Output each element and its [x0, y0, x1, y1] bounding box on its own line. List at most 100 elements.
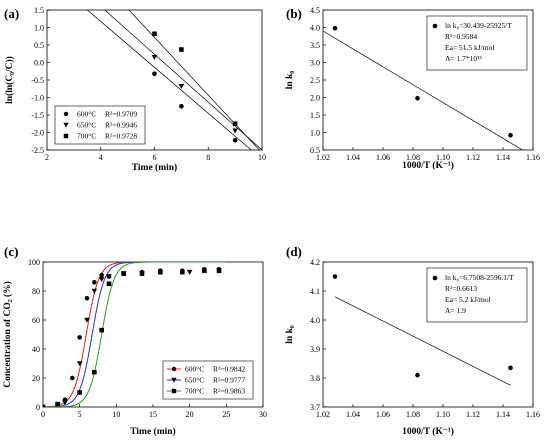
y-tick-label: 0.5: [34, 41, 44, 50]
data-point: [508, 365, 513, 371]
plot-area: [87, 10, 262, 150]
legend-marker: [63, 111, 69, 117]
legend-marker: [432, 23, 438, 29]
plot-area: [323, 25, 523, 150]
legend-entry: 700°C R²=0.9863: [167, 387, 245, 396]
legend-series-name: 650°C: [185, 376, 204, 385]
data-point: [151, 54, 158, 61]
y-tick-label: 2.5: [310, 76, 320, 85]
data-point: [415, 372, 420, 378]
x-tick-label: 1.12: [466, 410, 480, 419]
legend-line: A= 1.7*10¹³: [445, 54, 482, 63]
x-tick-label: 1.14: [496, 410, 510, 419]
data-point: [121, 271, 126, 276]
x-tick-label: 1.06: [376, 153, 390, 162]
data-point: [152, 31, 157, 37]
fit-line: [334, 296, 511, 386]
legend-entry: 700°C R²=0.9728: [63, 132, 137, 141]
legend-r2: R²=0.9777: [213, 376, 245, 385]
x-tick-label: 5: [78, 410, 82, 419]
legend-entry: 600°C R²=0.9842: [167, 365, 245, 374]
series-3: [43, 262, 227, 407]
y-tick-label: 1.0: [34, 23, 44, 32]
data-point: [232, 137, 238, 143]
data-point: [92, 280, 97, 285]
legend-entry: 650°C R²=0.9777: [167, 376, 245, 385]
data-point: [232, 128, 238, 134]
data-point: [62, 400, 68, 406]
x-tick-label: 1.16: [526, 410, 540, 419]
y-tick-label: 60: [32, 316, 40, 325]
x-tick-label: 1.02: [316, 153, 330, 162]
x-tick-label: 0: [41, 410, 45, 419]
legend: ln k₀=30.439-25925/T R²=0.9584 Ea= 51.5 kJ…: [426, 15, 528, 71]
series-1: [332, 274, 513, 386]
y-tick-label: 2.0: [310, 93, 320, 102]
x-tick-label: 6: [153, 153, 157, 162]
legend-r2: R²=0.9863: [213, 387, 245, 396]
data-point: [232, 121, 238, 127]
y-tick-label: 1.5: [34, 6, 44, 15]
data-point: [43, 404, 46, 407]
x-axis-title: 1000/T (K⁻¹): [402, 426, 454, 437]
x-tick-label: 1.10: [436, 410, 450, 419]
x-tick-label: 20: [186, 410, 194, 419]
data-point: [202, 268, 207, 273]
x-axis-title: Time (min): [132, 162, 177, 173]
data-point: [152, 71, 157, 76]
chart-panel-3: (c) 0 5 10 15 20 25 30 0 20 40 60 80 100 Time (min) Con…: [2, 244, 267, 437]
data-point: [98, 277, 105, 283]
legend-box: [426, 267, 528, 323]
y-tick-label: -0.5: [31, 76, 44, 85]
data-point: [106, 274, 112, 280]
data-point: [55, 401, 60, 407]
legend-line: ln k₀=30.439-25925/T: [445, 21, 512, 30]
legend-line: A= 1.9: [445, 306, 466, 315]
x-tick-label: 1.06: [376, 410, 390, 419]
x-tick-label: 1.08: [406, 153, 420, 162]
data-point: [216, 268, 222, 273]
y-tick-label: 3.8: [310, 374, 320, 383]
y-tick-label: 0.5: [310, 146, 320, 155]
x-tick-label: 25: [222, 410, 230, 419]
legend: 600°C R²=0.9842 650°C R²=0.9777 700°C R²=0.98…: [162, 360, 254, 400]
y-tick-label: 4.0: [310, 23, 320, 32]
legend-marker: [63, 122, 69, 128]
legend: ln k₀=6.7508-2596.1/T R²=0.6613 Ea= 5.2 kJ…: [426, 267, 528, 323]
x-tick-label: 10: [112, 410, 120, 419]
series-1: [323, 25, 523, 150]
data-point: [70, 375, 75, 381]
y-axis-title: ln(ln(C₀/C)): [4, 56, 15, 104]
data-point: [139, 271, 145, 276]
plot-area: [332, 274, 513, 386]
data-point: [158, 269, 163, 275]
x-tick-label: 1.04: [346, 410, 360, 419]
data-point: [180, 269, 185, 275]
x-tick-label: 30: [259, 410, 267, 419]
legend-r2: R²=0.9842: [213, 365, 245, 374]
fit-line: [104, 10, 262, 150]
legend-series-name: 600°C: [185, 365, 204, 374]
legend-marker: [171, 366, 177, 372]
x-tick-label: 8: [206, 153, 210, 162]
x-tick-label: 1.02: [316, 410, 330, 419]
data-point: [332, 274, 338, 279]
legend-entry: 650°C R²=0.9946: [63, 121, 137, 130]
y-tick-label: 1.0: [310, 128, 320, 137]
y-tick-label: 3.7: [310, 403, 320, 412]
chart-panel-1: (a) 2 4 6 8 10 -2.5 -2.0 -1.5 -1.0 -0.5 0.0 0.5 1.0 1.…: [4, 6, 266, 173]
data-point: [106, 281, 112, 287]
y-tick-label: 0.0: [34, 58, 44, 67]
x-tick-label: 1.04: [346, 153, 360, 162]
legend-box: [54, 105, 146, 145]
data-point: [99, 272, 104, 278]
legend-line: R²=0.9584: [445, 32, 477, 41]
fit-curve: [43, 262, 227, 407]
data-point: [99, 327, 104, 333]
x-axis-title: Time (min): [130, 426, 175, 437]
data-point: [91, 288, 98, 294]
legend-line: Ea= 5.2 kJ/mol: [445, 295, 491, 304]
x-tick-label: 1.10: [436, 153, 450, 162]
fit-line: [128, 10, 260, 150]
